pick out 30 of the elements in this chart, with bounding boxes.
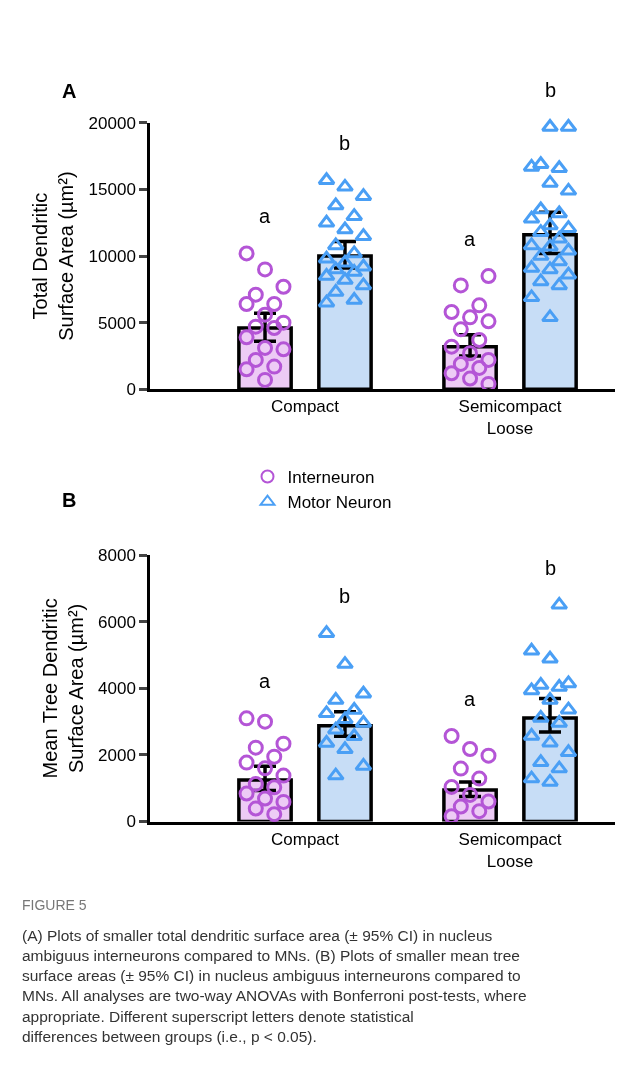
legend-label: Motor Neuron xyxy=(287,493,392,513)
annotation: b xyxy=(339,585,351,607)
x-tick-label: Semicompact Loose xyxy=(458,397,562,439)
annotation: b xyxy=(545,557,557,579)
y-tick-label: 6000 xyxy=(98,612,136,632)
annotation: a xyxy=(259,205,271,227)
chart-title: A xyxy=(62,80,77,102)
y-tick-label: 10000 xyxy=(88,247,136,267)
y-axis-title: Total Dendritic Surface Area (µm²) xyxy=(29,171,78,341)
x-tick-label: Semicompact Loose xyxy=(458,829,562,871)
annotation: b xyxy=(339,132,351,154)
y-axis-title: Mean Tree Dendritic Surface Area (µm²) xyxy=(38,598,87,779)
y-tick-label: 0 xyxy=(126,380,136,400)
y-tick-label: 5000 xyxy=(98,313,136,333)
annotation: a xyxy=(259,670,271,692)
text: b xyxy=(545,79,557,101)
legend-label: Interneuron xyxy=(287,468,375,488)
x-tick-label: Compact xyxy=(270,397,340,417)
y-tick-label: 4000 xyxy=(98,679,136,699)
caption: FIGURE 5 xyxy=(22,897,87,913)
text: (A) Plots of smaller total dendritic surface area (± 95% CI) in nucleus ambiguus interneurons compared to MNs. (B) Plots of smaller mean tree surface areas (± 95% CI) in nucleus ambiguus interneurons compared to MNs. All analyses are two-way ANOVAs with Bonferroni post-tests, where appropriate. Different superscript letters denote statistical differences between groups (i.e., p < 0.05). xyxy=(22,927,527,1045)
x-tick-label: Compact xyxy=(270,829,340,849)
chart-title: B xyxy=(62,489,77,511)
y-tick-label: 20000 xyxy=(88,113,136,133)
annotation: a xyxy=(464,688,476,710)
y-tick-label: 2000 xyxy=(98,745,136,765)
y-tick-label: 15000 xyxy=(88,180,136,200)
y-tick-label: 8000 xyxy=(98,546,136,566)
annotation: a xyxy=(464,228,476,250)
y-tick-label: 0 xyxy=(126,812,136,832)
